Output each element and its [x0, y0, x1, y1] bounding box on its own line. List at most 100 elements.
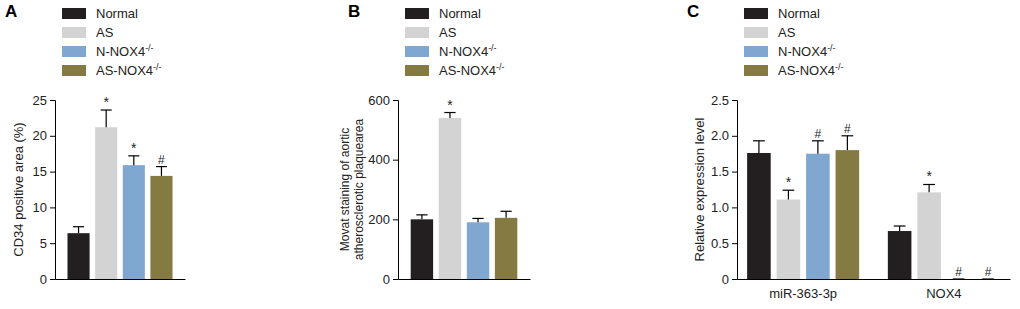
y-tick-label: 2.0 [711, 128, 729, 143]
y-tick: 600 [368, 93, 398, 108]
significance-mark: # [955, 265, 962, 279]
bar [976, 279, 1000, 280]
bar [411, 219, 433, 279]
y-tick-label: 0 [40, 272, 47, 287]
y-axis-title: Movat staining of aortic [338, 128, 352, 251]
y-tick-label: 25 [33, 93, 47, 108]
legend-label: AS [439, 25, 457, 40]
significance-mark: * [131, 140, 137, 156]
y-axis-line [50, 101, 56, 280]
y-tick: 5 [40, 236, 55, 251]
error-cap [416, 214, 427, 215]
bar [150, 176, 172, 279]
panel: 00.51.01.52.02.5miR-363-3pNOX4**#### [711, 93, 1011, 302]
y-tick: 200 [368, 212, 398, 227]
error-line [788, 190, 789, 199]
panel-label: C [687, 2, 699, 21]
error-cap [753, 140, 765, 141]
y-tick-label: 0 [722, 272, 729, 287]
error-bar [894, 226, 906, 231]
significance-mark: # [985, 265, 992, 279]
y-tick-label: 1.0 [711, 200, 729, 215]
legend-swatch [405, 8, 429, 19]
y-tick-label: 600 [368, 93, 390, 108]
legend-label: N-NOX4-/- [778, 43, 836, 59]
error-cap [500, 211, 511, 212]
y-axis: 0 5 10 15 20 25 [33, 93, 56, 287]
legend-item: N-NOX4-/- [62, 43, 154, 59]
error-cap [128, 155, 139, 156]
y-tick-mark [732, 136, 737, 137]
error-cap [783, 190, 795, 191]
error-bar [101, 110, 112, 127]
x-axis-line [738, 279, 1011, 280]
legend-swatch [62, 27, 86, 38]
x-tick-label: miR-363-3p [769, 286, 837, 301]
error-cap [923, 184, 935, 185]
y-tick: 10 [33, 200, 55, 215]
marks [747, 136, 994, 279]
error-cap [73, 226, 84, 227]
x-tick: miR-363-3p [769, 279, 837, 301]
legend-item: N-NOX4-/- [744, 43, 836, 59]
y-tick: 2.5 [711, 93, 737, 108]
y-tick-label: 400 [368, 152, 390, 167]
y-tick: 0 [722, 272, 737, 287]
y-tick: 0 [383, 272, 398, 287]
error-line [758, 141, 759, 153]
bar [439, 118, 461, 279]
error-bar [841, 136, 853, 150]
y-tick-label: 15 [33, 164, 47, 179]
y-tick-label: 5 [40, 236, 47, 251]
error-bar [416, 215, 427, 219]
legend-item: Normal [405, 6, 481, 21]
error-cap [953, 278, 965, 279]
legend-swatch [744, 8, 768, 19]
y-tick-mark [50, 279, 55, 280]
annotations: **#### [786, 122, 992, 279]
legend-label: AS-NOX4-/- [778, 62, 844, 78]
legend-swatch [744, 65, 768, 76]
y-tick-label: 0.5 [711, 236, 729, 251]
error-cap [841, 135, 853, 136]
bar [123, 165, 145, 279]
x-axis-line [399, 279, 531, 280]
y-tick-mark [50, 243, 55, 244]
y-tick-label: 20 [33, 128, 47, 143]
x-tick: NOX4 [926, 279, 961, 301]
panel-label: A [5, 2, 17, 21]
error-bar [156, 167, 167, 176]
error-bar [923, 184, 935, 192]
error-line [421, 215, 422, 219]
legend-label: N-NOX4-/- [439, 43, 497, 59]
y-tick: 2.0 [711, 128, 737, 143]
y-axis-title: Relative expression level [692, 117, 707, 261]
legend-label: AS [778, 25, 796, 40]
bar [917, 192, 941, 279]
significance-mark: * [926, 168, 932, 184]
panel: 0200400600* [368, 93, 530, 287]
significance-mark: * [103, 94, 109, 110]
y-tick-mark [393, 160, 398, 161]
error-line [78, 227, 79, 233]
figure: 0510152025**#ACD34 positive area (%)Norm… [0, 0, 1020, 309]
bar [747, 153, 771, 279]
error-bar [753, 141, 765, 153]
legend-swatch [405, 65, 429, 76]
y-tick-mark [732, 100, 737, 101]
legend-item: Normal [744, 6, 820, 21]
legend-item: AS-NOX4-/- [405, 62, 505, 78]
y-axis-title: atherosclerotic plaquearea [352, 118, 366, 260]
legend-item: N-NOX4-/- [405, 43, 497, 59]
y-tick: 400 [368, 152, 398, 167]
legend-label: Normal [96, 6, 138, 21]
y-tick: 0.5 [711, 236, 737, 251]
error-cap [894, 225, 906, 226]
error-cap [472, 218, 483, 219]
error-line [817, 141, 818, 154]
bar [947, 279, 971, 280]
panel-label: B [348, 2, 360, 21]
error-line [449, 113, 450, 118]
y-tick-mark [50, 100, 55, 101]
error-line [505, 211, 506, 218]
